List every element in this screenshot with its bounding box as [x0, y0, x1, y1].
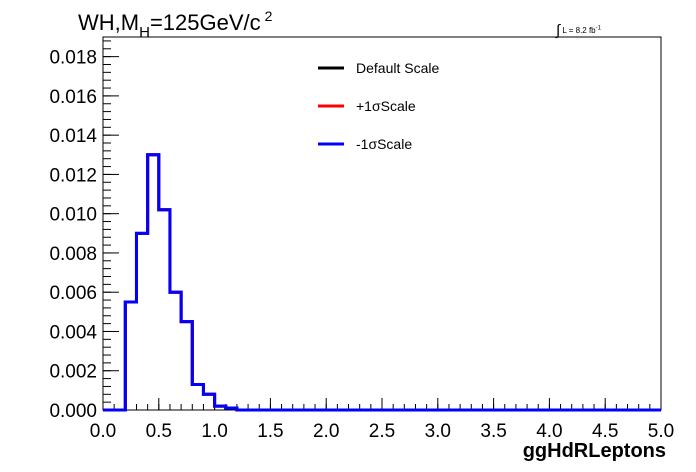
title-rest: =125GeV/c [149, 10, 261, 35]
x-tick-label: 3.5 [480, 421, 506, 442]
y-tick-label: 0.000 [49, 401, 97, 422]
y-tick-label: 0.002 [49, 362, 97, 383]
luminosity-text: L = 8.2 fb [562, 26, 596, 35]
x-tick-label: 0.5 [146, 421, 172, 442]
y-tick-label: 0.008 [49, 244, 97, 265]
x-tick-label: 4.0 [536, 421, 562, 442]
legend-label: +1σScale [356, 98, 416, 114]
series-line-3 [103, 153, 661, 412]
x-tick-label: 1.5 [257, 421, 283, 442]
x-tick-label: 0.0 [90, 421, 116, 442]
integral-symbol: ∫ [556, 22, 561, 39]
x-axis-label: ggHdRLeptons [522, 440, 666, 462]
series-line-1 [103, 153, 661, 412]
x-tick-label: 3.0 [425, 421, 451, 442]
chart-title: WH,MH=125GeV/c 2 [78, 8, 272, 41]
x-tick-label: 5.0 [648, 421, 674, 442]
legend: Default Scale +1σScale -1σScale [318, 60, 439, 152]
title-superscript: 2 [264, 8, 273, 24]
y-tick-label: 0.018 [49, 48, 97, 69]
x-tick-label: 1.0 [201, 421, 227, 442]
series-line-2 [103, 153, 661, 412]
x-tick-label: 2.0 [313, 421, 339, 442]
y-tick-label: 0.004 [49, 322, 97, 343]
legend-label: -1σScale [356, 136, 412, 152]
axis-ticks [102, 40, 662, 411]
y-tick-label: 0.016 [49, 87, 97, 108]
legend-label: Default Scale [356, 60, 439, 76]
y-tick-label: 0.006 [49, 283, 97, 304]
x-tick-label: 2.5 [369, 421, 395, 442]
title-main: WH,M [78, 10, 140, 35]
plot-frame [102, 36, 662, 411]
y-tick-label: 0.014 [49, 126, 97, 147]
axis-tick-labels: 0.0 0.5 1.0 1.5 2.0 2.5 3.0 3.5 4.0 4.5 5.0 0.000 0.… [49, 48, 674, 442]
histogram-series [103, 153, 661, 412]
title-subscript: H [139, 24, 150, 41]
luminosity-label: ∫ L = 8.2 fb-1 [556, 20, 601, 39]
y-tick-label: 0.012 [49, 165, 97, 186]
luminosity-exponent: -1 [595, 25, 601, 32]
x-tick-label: 4.5 [592, 421, 618, 442]
y-tick-label: 0.010 [49, 205, 97, 226]
